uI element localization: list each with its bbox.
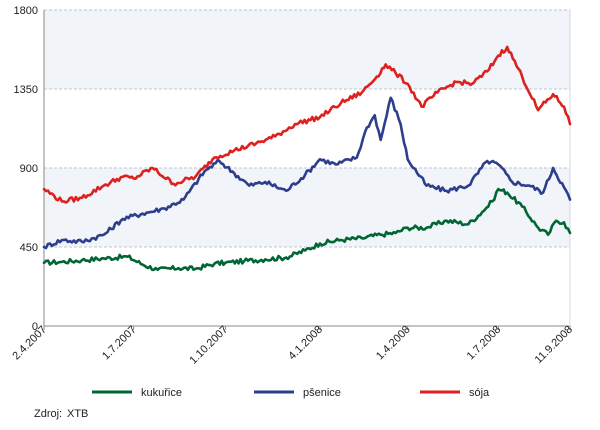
x-tick-label: 1.7.2008 xyxy=(465,324,504,363)
legend-label-soja: sója xyxy=(469,387,490,399)
source-value: XTB xyxy=(67,408,88,420)
x-tick-label: 4.1.2008 xyxy=(286,324,325,363)
series-line-psenice xyxy=(42,96,572,250)
series-line-kukurice xyxy=(42,187,572,272)
y-tick-label: 450 xyxy=(20,242,38,254)
source-label: Zdroj: xyxy=(34,408,62,420)
x-tick-label: 1.4.2008 xyxy=(374,324,413,363)
y-tick-label: 1350 xyxy=(14,84,38,96)
legend-label-psenice: pšenice xyxy=(303,387,341,399)
plot-background-bands xyxy=(44,10,570,326)
plot-band xyxy=(44,168,570,247)
gridlines xyxy=(44,9,570,248)
y-tick-label: 1800 xyxy=(14,5,38,17)
y-tick-label: 900 xyxy=(20,163,38,175)
legend-label-kukurice: kukuřice xyxy=(141,387,182,399)
source-note: Zdroj: XTB xyxy=(34,408,88,420)
x-axis-tick-labels: 2.4.2007 1.7.2007 1.10.2007 4.1.2008 1.4.200… xyxy=(10,324,575,367)
x-tick-label: 1.7.2007 xyxy=(100,324,139,363)
plot-band xyxy=(44,247,570,326)
y-axis-tick-labels: 0 450 900 1350 1800 xyxy=(14,5,38,333)
axes xyxy=(43,10,571,327)
series-lines xyxy=(42,45,572,272)
x-tick-label: 1.10.2007 xyxy=(187,324,230,367)
plot-band xyxy=(44,89,570,168)
y-tick-label: 0 xyxy=(32,321,38,333)
series-line-soja xyxy=(42,45,572,204)
x-tick-label: 2.4.2007 xyxy=(10,324,49,363)
legend: kukuřice pšenice sója xyxy=(92,387,490,399)
x-tick-label: 11.9.2008 xyxy=(533,324,576,367)
plot-band xyxy=(44,10,570,89)
